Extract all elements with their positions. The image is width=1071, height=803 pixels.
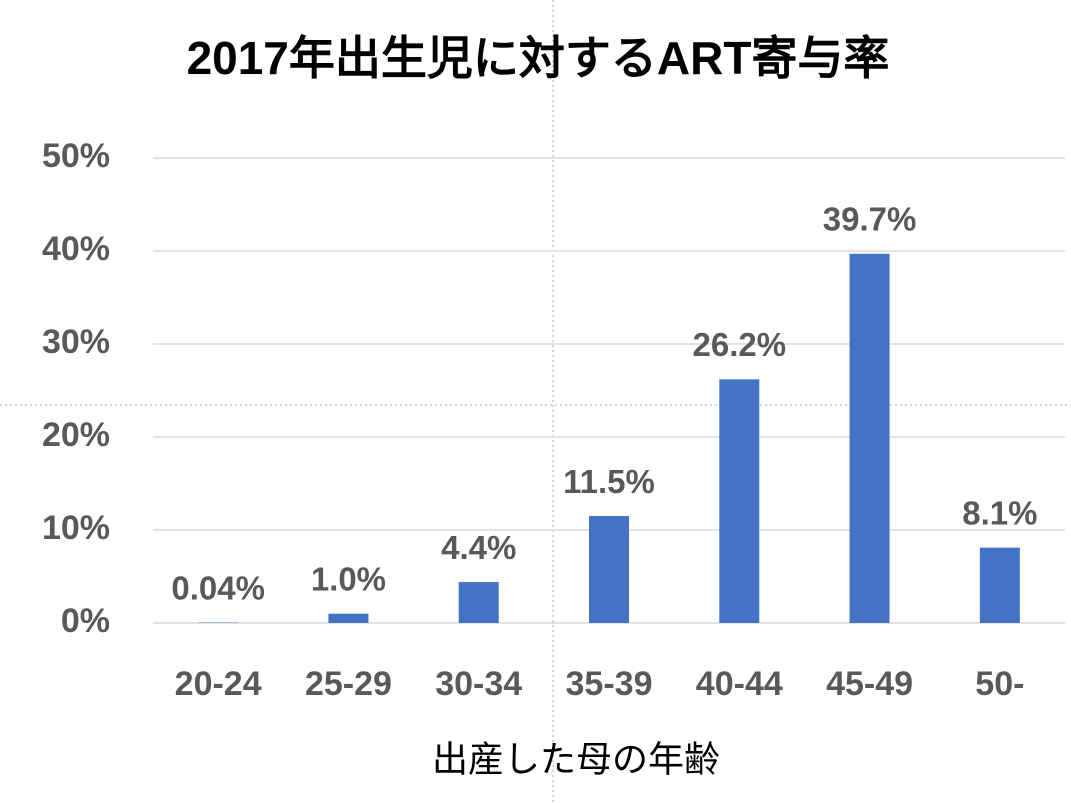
- x-tick-label: 20-24: [175, 665, 262, 703]
- y-tick-label: 10%: [42, 509, 110, 547]
- bar: [719, 379, 760, 623]
- value-label: 4.4%: [441, 529, 516, 566]
- bar: [849, 253, 890, 624]
- x-tick-label: 30-34: [435, 665, 522, 703]
- x-tick-label: 45-49: [826, 665, 913, 703]
- bar: [589, 516, 629, 623]
- x-tick-label: 25-29: [305, 665, 392, 703]
- y-tick-label: 0%: [61, 602, 110, 640]
- x-tick-label: 50-: [975, 665, 1024, 703]
- value-label: 8.1%: [962, 494, 1037, 531]
- value-label: 0.04%: [171, 569, 265, 606]
- bar: [328, 613, 369, 623]
- bar: [979, 547, 1020, 623]
- y-tick-label: 20%: [42, 416, 110, 454]
- y-tick-label: 40%: [42, 230, 110, 268]
- x-tick-label: 40-44: [696, 665, 783, 703]
- y-tick-label: 50%: [42, 137, 110, 175]
- x-tick-label: 35-39: [566, 665, 653, 703]
- value-label: 39.7%: [823, 201, 917, 238]
- value-label: 1.0%: [311, 560, 386, 597]
- value-label: 26.2%: [692, 326, 786, 363]
- value-label: 11.5%: [563, 463, 655, 500]
- bar: [458, 582, 499, 623]
- y-tick-label: 30%: [42, 323, 110, 361]
- chart-title: 2017年出生児に対するART寄与率: [187, 32, 890, 84]
- x-axis-title: 出産した母の年齢: [432, 739, 720, 780]
